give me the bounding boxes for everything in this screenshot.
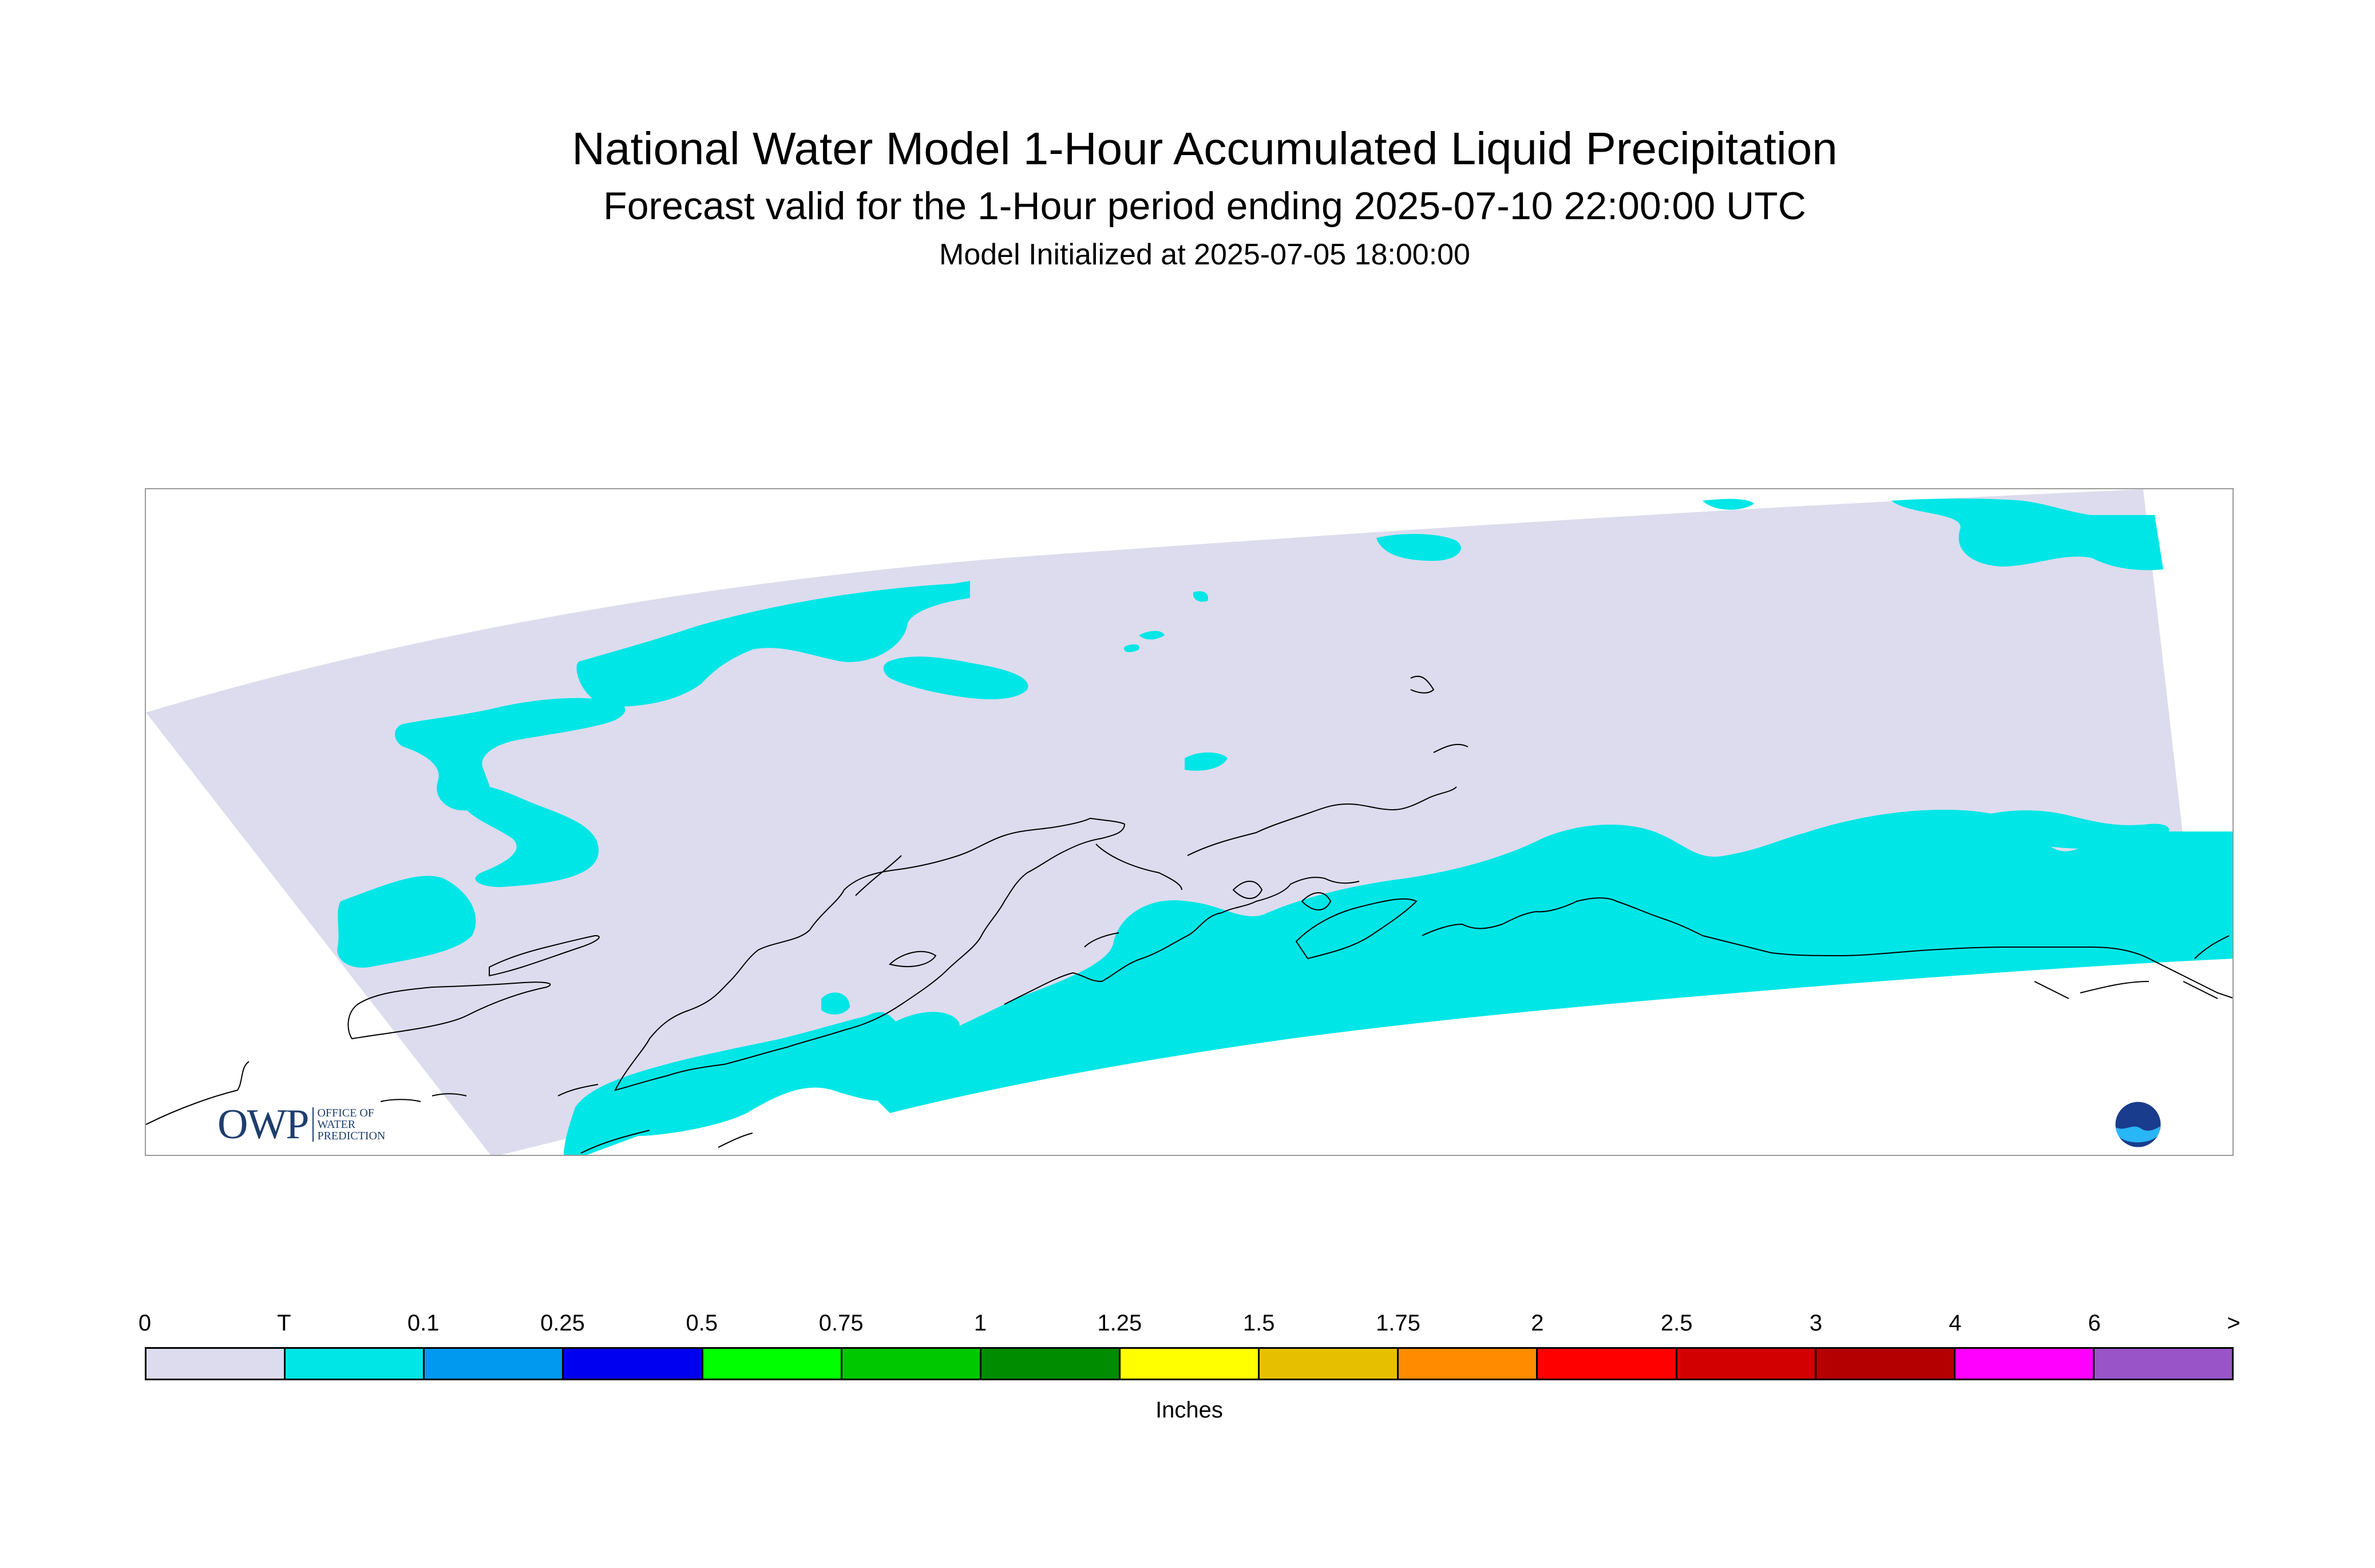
legend-swatch: [425, 1349, 564, 1379]
owp-logo: OWP OFFICE OF WATER PREDICTION: [217, 1100, 385, 1148]
legend-tick-label: 0: [138, 1310, 152, 1336]
legend-swatch: [1816, 1349, 1956, 1379]
coastline-outlines: [146, 675, 2232, 1154]
legend-swatch: [1538, 1349, 1677, 1379]
legend-tick-label: 4: [1949, 1310, 1962, 1336]
model-init-time: Model Initialized at 2025-07-05 18:00:00: [939, 238, 1470, 271]
map-subtitle: Forecast valid for the 1-Hour period end…: [603, 184, 1806, 228]
legend-tick-labels: 0 T 0.1 0.25 0.5 0.75 1 1.25 1.5 1.75 2 2.5 3 4 6 >: [138, 1310, 2241, 1345]
legend-tick-label: T: [277, 1310, 291, 1336]
legend-swatch: [2094, 1349, 2232, 1379]
legend-swatch: [1120, 1349, 1260, 1379]
legend-swatch: [1260, 1349, 1399, 1379]
legend-swatch: [842, 1349, 981, 1379]
precipitation-areas: [337, 498, 2232, 1155]
owp-sub-line-1: OFFICE OF: [317, 1107, 374, 1119]
legend-tick-label: 1: [973, 1310, 987, 1336]
legend-swatch: [1677, 1349, 1816, 1379]
legend-tick-label: 0.1: [407, 1310, 440, 1336]
legend-swatch: [981, 1349, 1121, 1379]
legend-tick-label: 0.5: [686, 1310, 718, 1336]
legend-tick-label: 2.5: [1660, 1310, 1693, 1336]
legend-swatch: [1399, 1349, 1538, 1379]
legend-tick-label: 1.25: [1097, 1310, 1142, 1336]
map-panel: [145, 488, 2234, 1156]
legend-color-bar: [145, 1347, 2234, 1380]
legend-tick-label: 6: [2088, 1310, 2101, 1336]
owp-sub-line-2: WATER: [317, 1118, 356, 1131]
precipitation-map: [146, 489, 2232, 1155]
legend-tick-label: 1.5: [1242, 1310, 1275, 1336]
legend-swatch: [286, 1349, 425, 1379]
legend-tick-label: 0.75: [818, 1310, 864, 1336]
owp-logo-subtext: OFFICE OF WATER PREDICTION: [312, 1107, 385, 1142]
legend-swatch: [703, 1349, 842, 1379]
legend-tick-label: 2: [1531, 1310, 1544, 1336]
noaa-logo-icon: [2113, 1100, 2163, 1149]
owp-sub-line-3: PREDICTION: [317, 1130, 386, 1142]
legend-swatch: [564, 1349, 703, 1379]
legend-tick-label: 1.75: [1376, 1310, 1420, 1336]
legend-swatch: [147, 1349, 286, 1379]
legend-swatch: [1955, 1349, 2095, 1379]
legend-tick-label: >: [2227, 1310, 2241, 1336]
owp-logo-text: OWP: [217, 1100, 309, 1148]
legend-tick-label: 0.25: [540, 1310, 585, 1336]
map-title: National Water Model 1-Hour Accumulated …: [572, 123, 1838, 174]
legend-tick-label: 3: [1809, 1310, 1823, 1336]
title-block: National Water Model 1-Hour Accumulated …: [0, 120, 2375, 275]
precipitation-legend: 0 T 0.1 0.25 0.5 0.75 1 1.25 1.5 1.75 2 2.5 3 4 6 > Inc…: [138, 1310, 2241, 1423]
legend-units-label: Inches: [1155, 1397, 1223, 1423]
